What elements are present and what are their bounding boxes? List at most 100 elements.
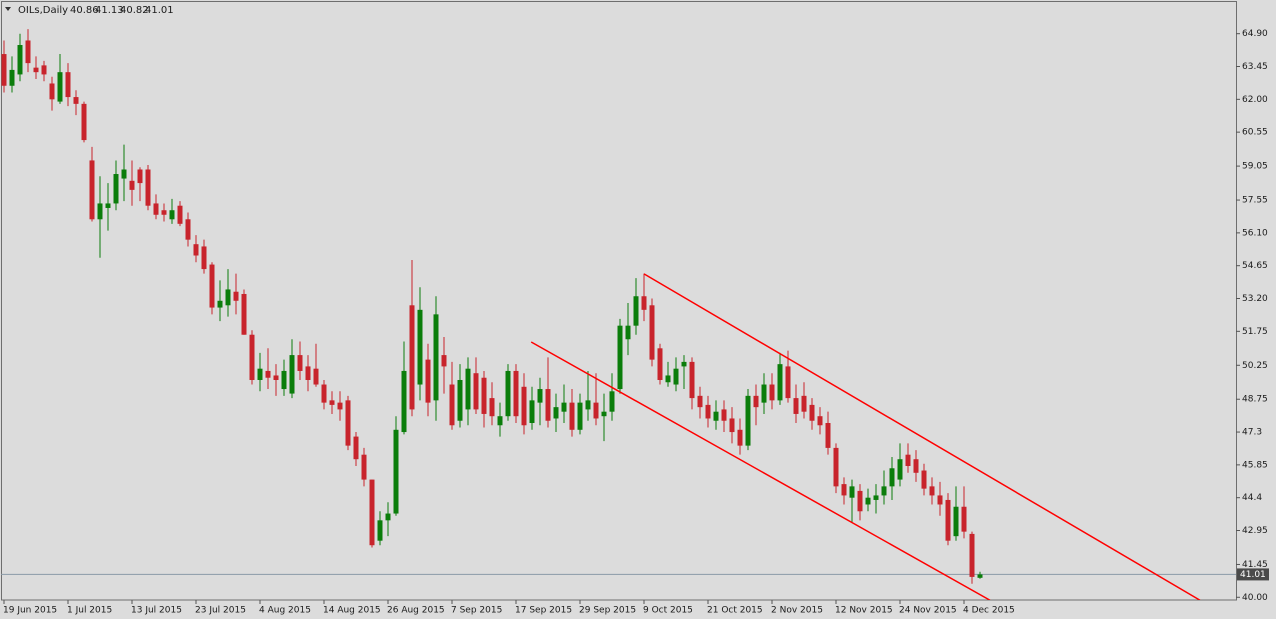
x-tick-label: 23 Jul 2015 [195, 606, 246, 616]
candle-body [249, 334, 255, 380]
y-tick-label: 54.65 [1242, 261, 1268, 271]
candle-body [337, 402, 343, 410]
candle-body [41, 65, 47, 75]
candle-body [329, 400, 335, 405]
y-tick-label: 64.90 [1242, 29, 1268, 39]
candle-body [537, 389, 543, 403]
candle-body [273, 375, 279, 380]
candle-body [881, 486, 887, 496]
x-tick-label: 4 Dec 2015 [963, 606, 1015, 616]
x-tick-label: 1 Jul 2015 [67, 606, 112, 616]
x-tick-label: 12 Nov 2015 [835, 606, 893, 616]
y-tick-label: 57.55 [1242, 196, 1268, 206]
candle-body [905, 454, 911, 467]
candle-body [89, 160, 95, 220]
trendline [643, 273, 1201, 600]
candle-body [673, 368, 679, 385]
candle-body [417, 309, 423, 385]
candle-body [833, 447, 839, 487]
candle-body [609, 391, 615, 412]
candle-body [305, 366, 311, 380]
y-tick-label: 50.25 [1242, 361, 1268, 371]
x-tick-label: 9 Oct 2015 [643, 606, 693, 616]
price-tag-label: 41.01 [1240, 570, 1266, 580]
candle-body [217, 300, 223, 308]
candle-body [697, 395, 703, 408]
candle-body [753, 395, 759, 408]
candle-body [553, 407, 559, 419]
candle-body [953, 506, 959, 537]
candle-body [409, 305, 415, 410]
y-tick-label: 59.05 [1242, 162, 1268, 172]
candle-body [361, 454, 367, 480]
x-tick-label: 21 Oct 2015 [707, 606, 763, 616]
candle-body [841, 484, 847, 496]
candle-body [1, 54, 7, 86]
y-tick-label: 56.10 [1242, 228, 1268, 238]
plot-area [1, 29, 1236, 600]
candle-body [49, 83, 55, 100]
candle-body [769, 384, 775, 401]
candle-body [721, 409, 727, 421]
x-tick-label: 17 Sep 2015 [515, 606, 572, 616]
x-tick-label: 26 Aug 2015 [387, 606, 445, 616]
candle-body [737, 429, 743, 446]
candle-body [425, 359, 431, 403]
candle-body [857, 490, 863, 512]
y-tick-label: 51.75 [1242, 327, 1268, 337]
candle-body [385, 513, 391, 521]
candle-body [577, 402, 583, 430]
candle-body [65, 72, 71, 98]
candle-body [521, 386, 527, 426]
x-tick-label: 14 Aug 2015 [323, 606, 381, 616]
x-tick-label: 2 Nov 2015 [771, 606, 823, 616]
candle-body [161, 210, 167, 215]
candle-body [497, 416, 503, 426]
candle-body [889, 468, 895, 487]
candle-body [585, 400, 591, 410]
candle-body [401, 370, 407, 433]
candle-body [313, 368, 319, 385]
candle-body [73, 97, 79, 104]
candle-body [873, 495, 879, 500]
candle-body [257, 368, 263, 380]
candle-body [937, 495, 943, 505]
symbol: OILs,Daily [18, 5, 68, 16]
candle-body [137, 169, 143, 184]
candle-body [441, 355, 447, 367]
last-open: 40.86 [70, 5, 99, 16]
menu-arrow[interactable] [5, 7, 11, 11]
candle-body [961, 506, 967, 532]
y-tick-label: 47.3 [1242, 428, 1262, 438]
candle-body [681, 361, 687, 367]
x-tick-label: 7 Sep 2015 [451, 606, 502, 616]
candle-body [601, 411, 607, 417]
candle-body [689, 361, 695, 399]
candle-body [481, 377, 487, 414]
candle-body [377, 520, 383, 541]
last-low: 40.82 [120, 5, 149, 16]
y-tick-label: 40.00 [1242, 593, 1268, 603]
x-tick-label: 13 Jul 2015 [131, 606, 182, 616]
candle-body [233, 291, 239, 301]
candle-body [145, 169, 151, 206]
candle-body [705, 404, 711, 419]
candle-body [177, 205, 183, 224]
candle-body [817, 416, 823, 426]
candle-body [473, 373, 479, 410]
candle-body [625, 325, 631, 340]
candle-body [209, 264, 215, 308]
x-tick-label: 19 Jun 2015 [3, 606, 57, 616]
y-tick-label: 60.55 [1242, 128, 1268, 138]
candle-body [649, 305, 655, 360]
y-tick-label: 53.20 [1242, 294, 1268, 304]
candle-body [825, 422, 831, 448]
candle-body [593, 402, 599, 419]
trendline [530, 341, 991, 600]
candle-body [849, 486, 855, 498]
candle-body [153, 203, 159, 215]
candle-body [113, 174, 119, 204]
candle-body [761, 384, 767, 403]
candle-body [449, 384, 455, 426]
